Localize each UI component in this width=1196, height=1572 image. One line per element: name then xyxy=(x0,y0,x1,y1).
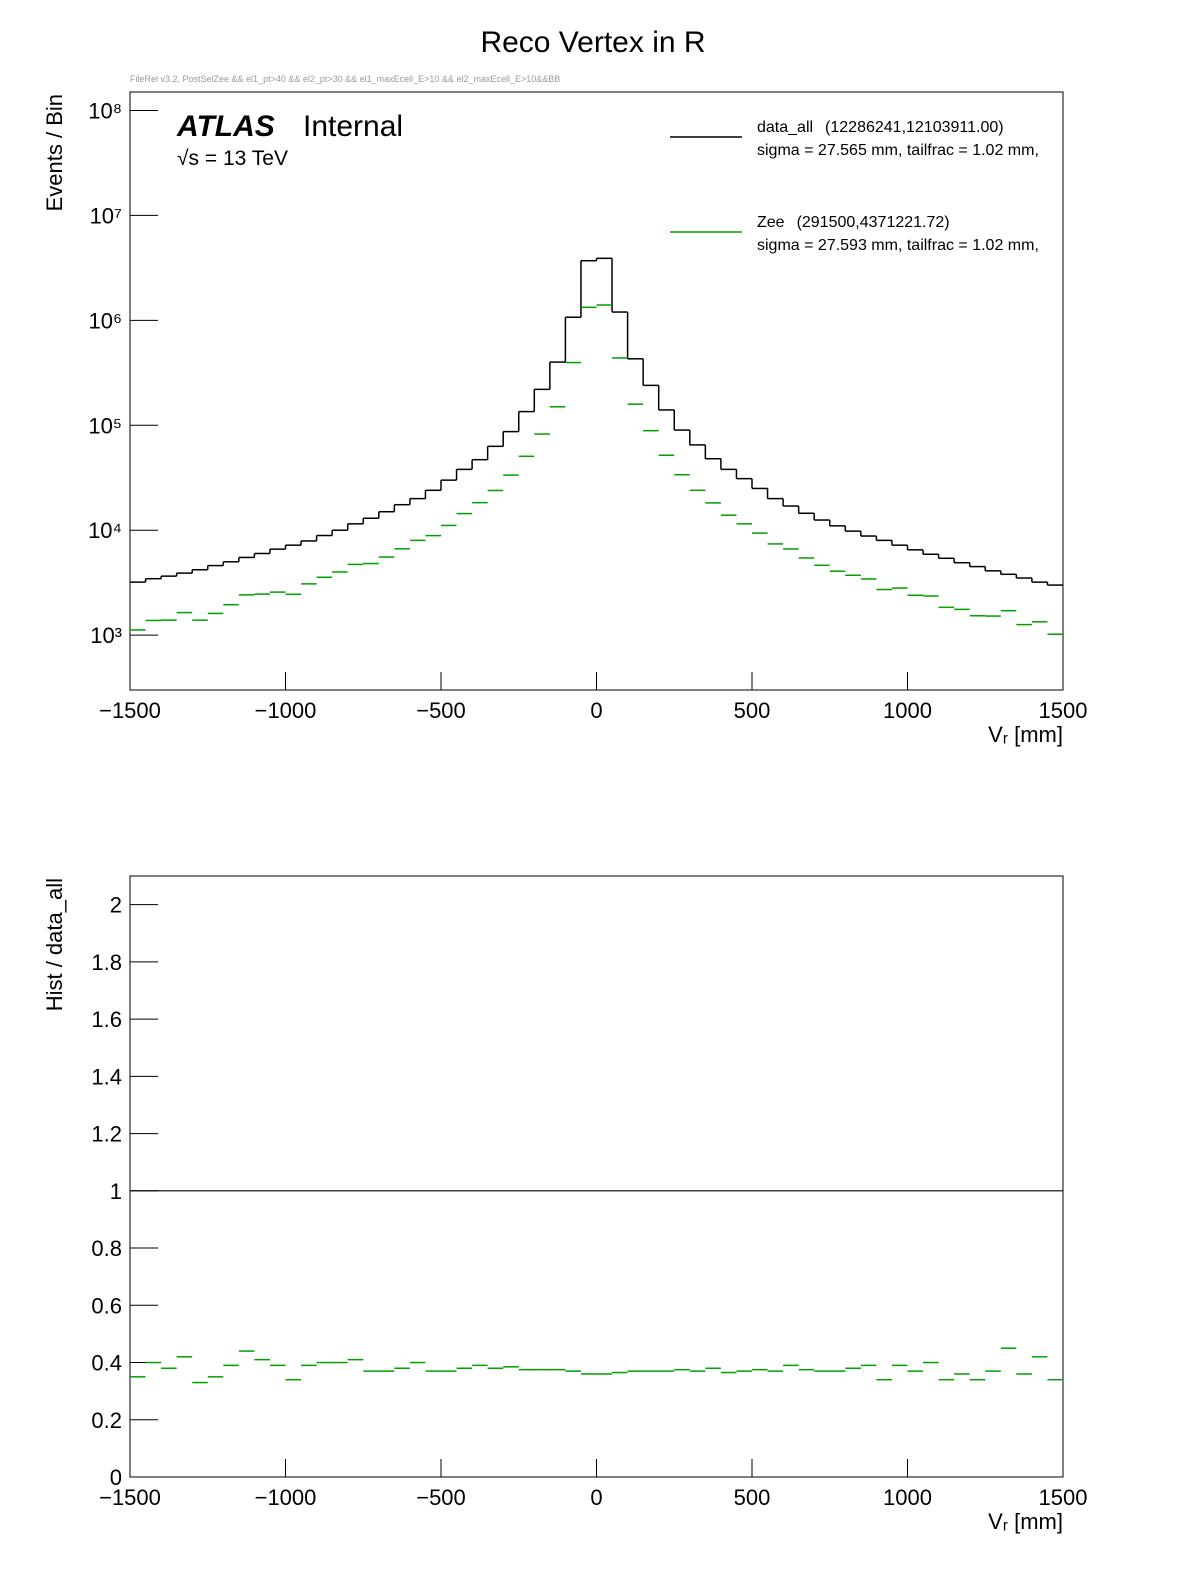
x-tick-label: −1000 xyxy=(255,1485,317,1510)
y-tick-label: 10⁸ xyxy=(88,98,122,123)
y-tick-label: 10⁷ xyxy=(90,203,122,228)
chart-subtitle: FileRel v3.2, PostSelZee && el1_pt>40 &&… xyxy=(130,74,560,84)
internal-label: Internal xyxy=(303,110,403,143)
legend-label: Zee xyxy=(757,214,785,231)
legend-fit: sigma = 27.593 mm, tailfrac = 1.02 mm, xyxy=(757,237,1039,254)
y-tick-label: 10⁶ xyxy=(88,308,122,333)
y-tick-label: 1.4 xyxy=(91,1064,122,1089)
y-tick-label: 1.2 xyxy=(91,1122,122,1147)
legend-stats: (291500,4371221.72) xyxy=(797,214,950,231)
chart-title: Reco Vertex in R xyxy=(480,26,705,59)
legend-stats: (12286241,12103911.00) xyxy=(825,119,1004,136)
x-tick-label: 0 xyxy=(590,1485,602,1510)
x-tick-label: 1500 xyxy=(1039,1485,1088,1510)
y-axis-title: Events / Bin xyxy=(42,94,67,211)
y-tick-label: 0 xyxy=(110,1465,122,1490)
x-tick-label: −1500 xyxy=(99,1485,161,1510)
y-tick-label: 0.4 xyxy=(91,1351,122,1376)
y-tick-label: 0.2 xyxy=(91,1408,122,1433)
x-tick-label: −1000 xyxy=(255,698,317,723)
energy-label: √s = 13 TeV xyxy=(177,147,288,170)
y-tick-label: 10³ xyxy=(90,623,122,648)
x-tick-label: 1000 xyxy=(883,1485,932,1510)
y-tick-label: 2 xyxy=(110,893,122,918)
y-tick-label: 0.8 xyxy=(91,1236,122,1261)
x-tick-label: 500 xyxy=(734,1485,771,1510)
y-tick-label: 10⁴ xyxy=(88,518,122,543)
y-tick-label: 1.8 xyxy=(91,950,122,975)
x-tick-label: 500 xyxy=(734,698,771,723)
x-tick-label: 0 xyxy=(590,698,602,723)
x-tick-label: 1000 xyxy=(883,698,932,723)
y-tick-label: 1.6 xyxy=(91,1007,122,1032)
y-tick-label: 0.6 xyxy=(91,1293,122,1318)
x-tick-label: −1500 xyxy=(99,698,161,723)
x-tick-label: −500 xyxy=(416,1485,466,1510)
x-axis-title: Vᵣ [mm] xyxy=(988,722,1063,747)
legend-fit: sigma = 27.565 mm, tailfrac = 1.02 mm, xyxy=(757,142,1039,159)
y-tick-label: 10⁵ xyxy=(88,413,122,438)
y-tick-label: 1 xyxy=(110,1179,122,1204)
x-tick-label: −500 xyxy=(416,698,466,723)
x-tick-label: 1500 xyxy=(1039,698,1088,723)
x-axis-title: Vᵣ [mm] xyxy=(988,1509,1063,1534)
atlas-label: ATLAS xyxy=(176,110,275,143)
legend-label: data_all xyxy=(757,119,813,136)
y-axis-title: Hist / data_all xyxy=(42,878,67,1011)
